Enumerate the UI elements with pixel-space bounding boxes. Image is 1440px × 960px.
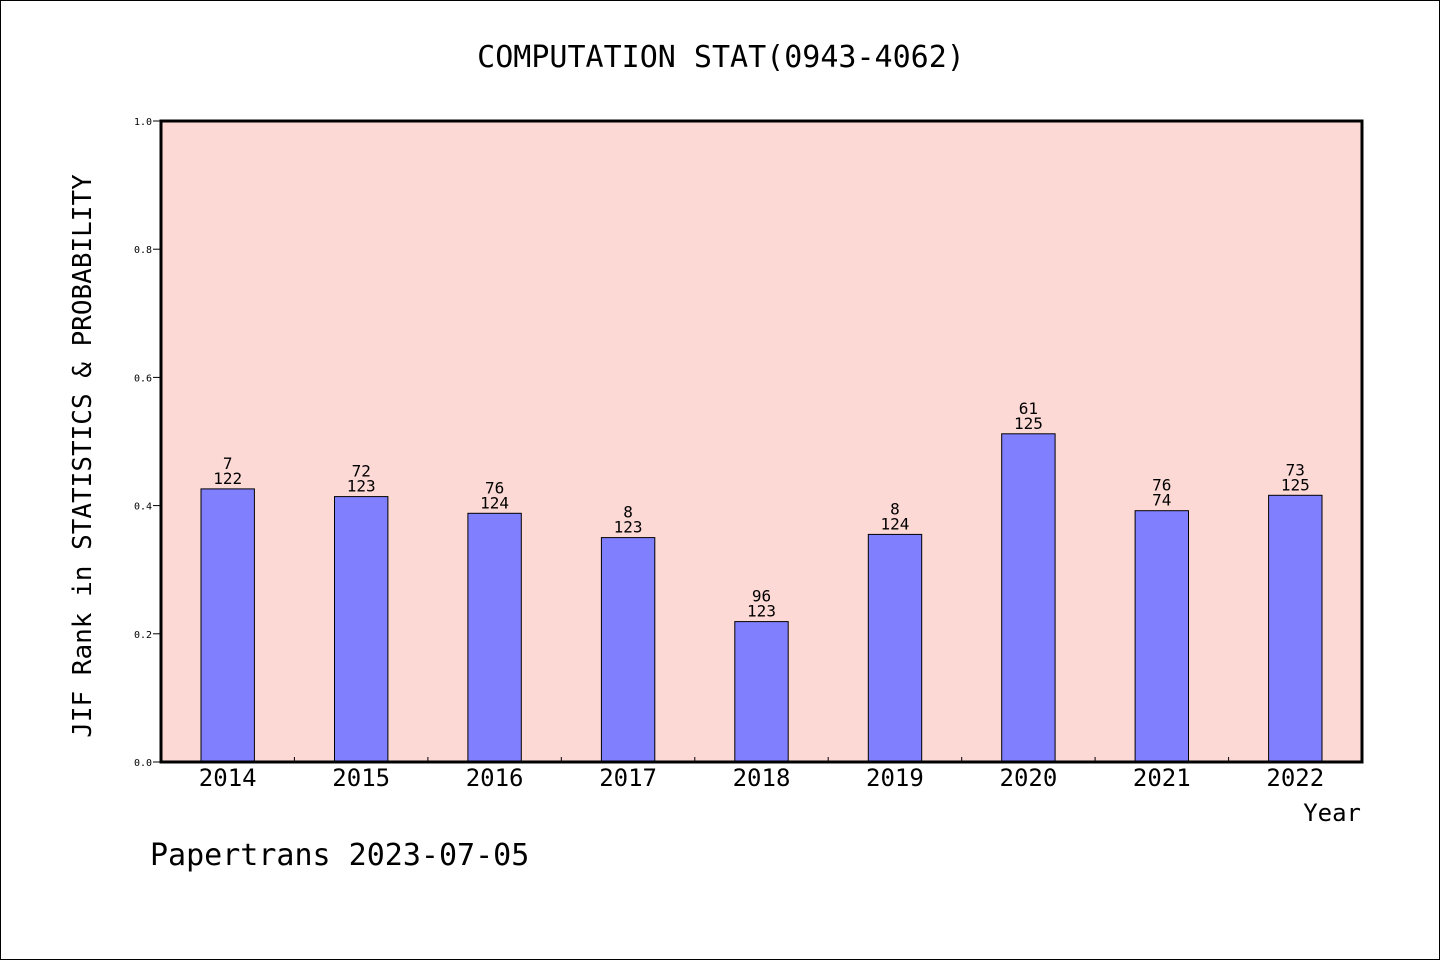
bar-label-bottom-2014: 122 xyxy=(213,469,242,488)
x-tick-label-2014: 2014 xyxy=(199,764,257,792)
y-tick-label-0.4: 0.4 xyxy=(134,502,152,513)
bar-label-bottom-2021: 74 xyxy=(1152,491,1171,510)
y-tick-label-1.0: 1.0 xyxy=(134,117,152,128)
bar-label-top-2020: 61 xyxy=(1019,399,1038,418)
bar-label-top-2015: 72 xyxy=(352,462,371,481)
bar-label-bottom-2019: 124 xyxy=(880,514,909,533)
bar-label-bottom-2020: 125 xyxy=(1014,414,1043,433)
x-tick-label-2021: 2021 xyxy=(1133,764,1191,792)
y-tick-label-0.6: 0.6 xyxy=(134,373,152,384)
x-tick-label-2017: 2017 xyxy=(599,764,657,792)
bar-label-top-2017: 8 xyxy=(623,503,633,522)
x-tick-label-2015: 2015 xyxy=(332,764,390,792)
bar-label-top-2021: 76 xyxy=(1152,476,1171,495)
chart-title: COMPUTATION STAT(0943-4062) xyxy=(477,40,965,75)
bar-label-bottom-2017: 123 xyxy=(614,518,643,537)
x-tick-label-2022: 2022 xyxy=(1266,764,1324,792)
bar-label-bottom-2015: 123 xyxy=(347,477,376,496)
bar-2015 xyxy=(334,496,389,763)
bar-2018 xyxy=(734,621,789,763)
bar-2022 xyxy=(1268,494,1323,763)
x-tick-label-2018: 2018 xyxy=(733,764,791,792)
x-tick-label-2016: 2016 xyxy=(466,764,524,792)
bar-2020 xyxy=(1001,433,1056,763)
bar-label-top-2022: 73 xyxy=(1286,460,1305,479)
y-axis: 0.0 0.2 0.4 0.6 0.8 1.0 xyxy=(134,117,161,769)
bar-label-bottom-2022: 125 xyxy=(1281,475,1310,494)
bar-2019 xyxy=(867,533,923,763)
x-axis: 2014 2015 2016 2017 2018 2019 2020 2021 2022 xyxy=(199,757,1324,792)
bar-2021 xyxy=(1134,510,1189,763)
bar-label-top-2014: 7 xyxy=(223,454,233,473)
bar-label-bottom-2018: 123 xyxy=(747,602,776,621)
bar-2014 xyxy=(200,488,255,763)
plot-frame xyxy=(159,119,1364,764)
y-tick-label-0.8: 0.8 xyxy=(134,245,152,256)
y-tick-label-0.2: 0.2 xyxy=(134,630,152,641)
y-tick-label-0.0: 0.0 xyxy=(134,758,152,769)
x-axis-label: Year xyxy=(1303,799,1361,827)
bar-label-top-2019: 8 xyxy=(890,499,900,518)
y-axis-label: JIF Rank in STATISTICS & PROBABILITY xyxy=(68,174,98,738)
bar-label-top-2018: 96 xyxy=(752,587,771,606)
bar-2016 xyxy=(467,512,522,763)
x-tick-label-2019: 2019 xyxy=(866,764,924,792)
bar-label-bottom-2016: 124 xyxy=(480,493,509,512)
x-tick-label-2020: 2020 xyxy=(1000,764,1058,792)
bar-label-top-2016: 76 xyxy=(485,478,504,497)
footer-credit: Papertrans 2023-07-05 xyxy=(150,838,529,873)
bar-2017 xyxy=(600,537,656,763)
